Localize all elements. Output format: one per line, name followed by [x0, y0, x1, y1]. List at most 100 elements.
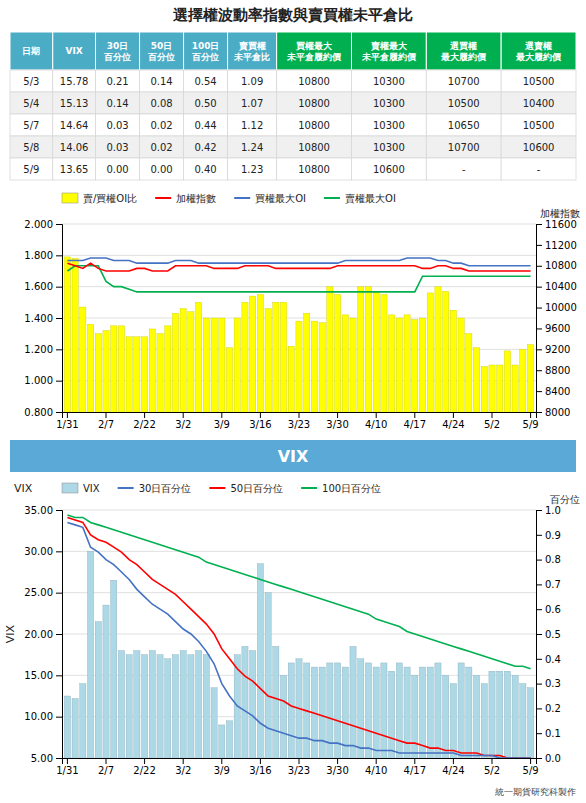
- bar: [412, 675, 418, 758]
- tick: 8800: [536, 365, 570, 376]
- tick: 5/9: [523, 412, 539, 430]
- tick-label: 0.1: [545, 728, 561, 739]
- tick: 25.00: [24, 587, 62, 598]
- legend-label: 100日百分位: [322, 483, 381, 494]
- table-header-line: 買權最大: [295, 41, 333, 51]
- tick: 30.00: [24, 546, 62, 557]
- table-header-label: 50日百分位: [147, 41, 175, 62]
- bar: [64, 696, 70, 758]
- bar: [489, 671, 495, 758]
- tick: 10800: [536, 260, 577, 271]
- bar: [497, 671, 503, 758]
- tick-mark: [536, 328, 542, 329]
- legend-label: 賣/買權OI比: [83, 193, 137, 204]
- bar: [80, 684, 86, 758]
- tick-mark: [106, 412, 107, 418]
- tick-label: 20.00: [24, 629, 53, 640]
- table-cell: [184, 70, 228, 92]
- tick: 4/17: [404, 412, 426, 430]
- bar: [311, 321, 317, 412]
- bar: [335, 295, 341, 413]
- tick-label: 4/17: [404, 765, 426, 776]
- tick: 0.4: [536, 654, 561, 665]
- tick-label: 11600: [545, 219, 577, 230]
- tick-label: 3/2: [175, 419, 191, 430]
- table-cell: [351, 114, 426, 136]
- tick: 0.7: [536, 579, 561, 590]
- bar: [95, 334, 101, 412]
- bar: [165, 659, 171, 758]
- tick-mark: [453, 412, 454, 418]
- table-cell-label: 1.12: [241, 120, 263, 131]
- bar: [72, 698, 78, 758]
- table-cell-label: 10400: [523, 98, 555, 109]
- x-axis: 1/312/72/223/23/93/163/233/304/104/174/2…: [56, 412, 538, 430]
- table-cell: [96, 136, 140, 158]
- tick-label: 5/2: [484, 419, 500, 430]
- footnote: 統一期貨研究科製作: [495, 787, 576, 797]
- table-cell: [10, 158, 53, 180]
- bar: [265, 309, 271, 412]
- tick-label: 3/16: [249, 419, 271, 430]
- tick-label: 2/22: [133, 765, 155, 776]
- tick-label: 5/9: [523, 419, 539, 430]
- tick-label: 4/10: [365, 419, 387, 430]
- axis-line: [537, 225, 543, 413]
- table-header-line: 30日: [107, 41, 129, 51]
- tick: 20.00: [24, 629, 62, 640]
- tick-mark: [56, 593, 62, 594]
- tick-mark: [56, 318, 62, 319]
- tick: 3/9: [214, 412, 230, 430]
- tick-mark: [106, 758, 107, 764]
- table-header-cell: [228, 32, 277, 70]
- table-cell-label: 10800: [298, 142, 330, 153]
- table-header-label: 賣權最大未平倉履約價: [361, 41, 417, 62]
- legend-swatch: [62, 193, 78, 203]
- tick-label: 5.00: [31, 753, 53, 764]
- tick-label: 2/7: [98, 419, 114, 430]
- tick-label: 3/9: [214, 419, 230, 430]
- table-cell-label: 14.06: [60, 142, 89, 153]
- bar: [126, 337, 132, 412]
- bar: [443, 675, 449, 758]
- tick-mark: [536, 584, 542, 585]
- tick: 3/2: [175, 412, 191, 430]
- bar: [412, 320, 418, 412]
- table-cell-label: 10700: [448, 142, 480, 153]
- bar: [165, 326, 171, 412]
- table-cell-label: 0.54: [194, 76, 216, 87]
- y2-axis: 0.00.10.20.30.40.50.60.70.80.91.0: [536, 505, 561, 764]
- tick: 1.200: [24, 344, 62, 355]
- table-cell: [184, 114, 228, 136]
- bar: [103, 605, 109, 758]
- bar: [373, 667, 379, 758]
- tick-mark: [56, 675, 62, 676]
- chart: VIX1/312/72/223/23/93/163/233/304/104/17…: [4, 440, 580, 799]
- y-axis-label: VIX: [4, 624, 17, 643]
- bar: [473, 348, 479, 412]
- tick-label: 5/9: [523, 765, 539, 776]
- bar: [389, 671, 395, 758]
- bar: [450, 310, 456, 412]
- table-cell: [10, 92, 53, 114]
- table-cell: [351, 158, 426, 180]
- tick-label: 25.00: [24, 587, 53, 598]
- tick-mark: [221, 412, 222, 418]
- tick-label: 3/23: [288, 765, 310, 776]
- table-cell: [140, 70, 184, 92]
- table-header-line: 未平倉履約價: [361, 52, 417, 62]
- table-cell-label: 14.64: [60, 120, 89, 131]
- tick-mark: [536, 609, 542, 610]
- title: 選擇權波動率指數與賣買權未平倉比: [172, 6, 413, 24]
- tick-label: 9600: [545, 323, 570, 334]
- tick-mark: [56, 381, 62, 382]
- tick-label: 0.7: [545, 579, 561, 590]
- bar: [512, 365, 518, 412]
- table-cell: [501, 92, 576, 114]
- tick: 35.00: [24, 505, 62, 516]
- bar: [528, 345, 534, 412]
- table-cell: [501, 70, 576, 92]
- tick-mark: [56, 412, 62, 413]
- table-cell-label: 5/8: [23, 142, 39, 153]
- table-header-cell: [184, 32, 228, 70]
